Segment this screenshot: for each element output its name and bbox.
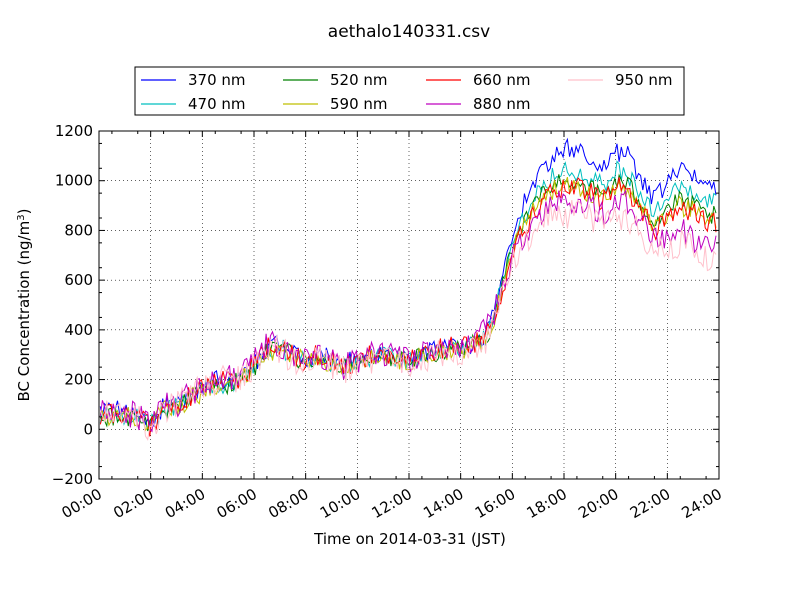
y-axis-label-main: BC Concentration (ng/m — [15, 221, 33, 402]
legend-label: 370 nm — [188, 71, 246, 89]
legend-box — [134, 66, 685, 116]
y-axis-label-sup: 3 — [16, 214, 27, 220]
x-tick-label: 12:00 — [369, 485, 415, 522]
x-tick-label: 18:00 — [524, 485, 570, 522]
legend-label: 470 nm — [188, 95, 246, 113]
y-axis: −200 0 200 400 600 800 1000 1200 — [52, 122, 719, 488]
series-line-950-nm — [99, 199, 717, 441]
legend-label: 590 nm — [330, 95, 388, 113]
legend-label: 880 nm — [473, 95, 531, 113]
x-tick-label: 20:00 — [575, 485, 621, 522]
x-axis-label: Time on 2014-03-31 (JST) — [313, 530, 506, 548]
y-tick-label: 200 — [64, 371, 93, 389]
chart-title: aethalo140331.csv — [328, 22, 490, 42]
x-tick-label: 00:00 — [59, 485, 105, 522]
plot-area — [99, 137, 717, 441]
x-tick-label: 08:00 — [265, 485, 311, 522]
x-tick-label: 22:00 — [627, 485, 673, 522]
legend: 370 nm 470 nm 520 nm 590 nm 660 nm 880 nm 950 … — [134, 66, 685, 116]
y-axis-label: BC Concentration (ng/m3) — [15, 209, 33, 402]
series-line-370-nm — [99, 137, 717, 427]
legend-label: 950 nm — [615, 71, 673, 89]
x-tick-label: 24:00 — [679, 485, 725, 522]
x-tick-label: 04:00 — [162, 485, 208, 522]
legend-label: 660 nm — [473, 71, 531, 89]
x-tick-label: 14:00 — [420, 485, 466, 522]
y-tick-label: 400 — [64, 321, 93, 339]
y-tick-label: 800 — [64, 221, 93, 239]
y-tick-label: 1000 — [55, 172, 93, 190]
series-line-880-nm — [99, 189, 717, 433]
y-tick-label: 0 — [83, 420, 93, 438]
y-axis-label-close: ) — [15, 209, 33, 215]
x-tick-label: 16:00 — [472, 485, 518, 522]
y-tick-label: 1200 — [55, 122, 93, 140]
legend-label: 520 nm — [330, 71, 388, 89]
x-tick-label: 10:00 — [317, 485, 363, 522]
x-tick-label: 06:00 — [214, 485, 260, 522]
x-axis: 00:00 02:00 04:00 06:00 08:00 10:00 12:00 14:00… — [59, 131, 725, 522]
y-tick-label: −200 — [52, 470, 93, 488]
grid — [99, 131, 719, 479]
y-tick-label: 600 — [64, 271, 93, 289]
x-tick-label: 02:00 — [110, 485, 156, 522]
